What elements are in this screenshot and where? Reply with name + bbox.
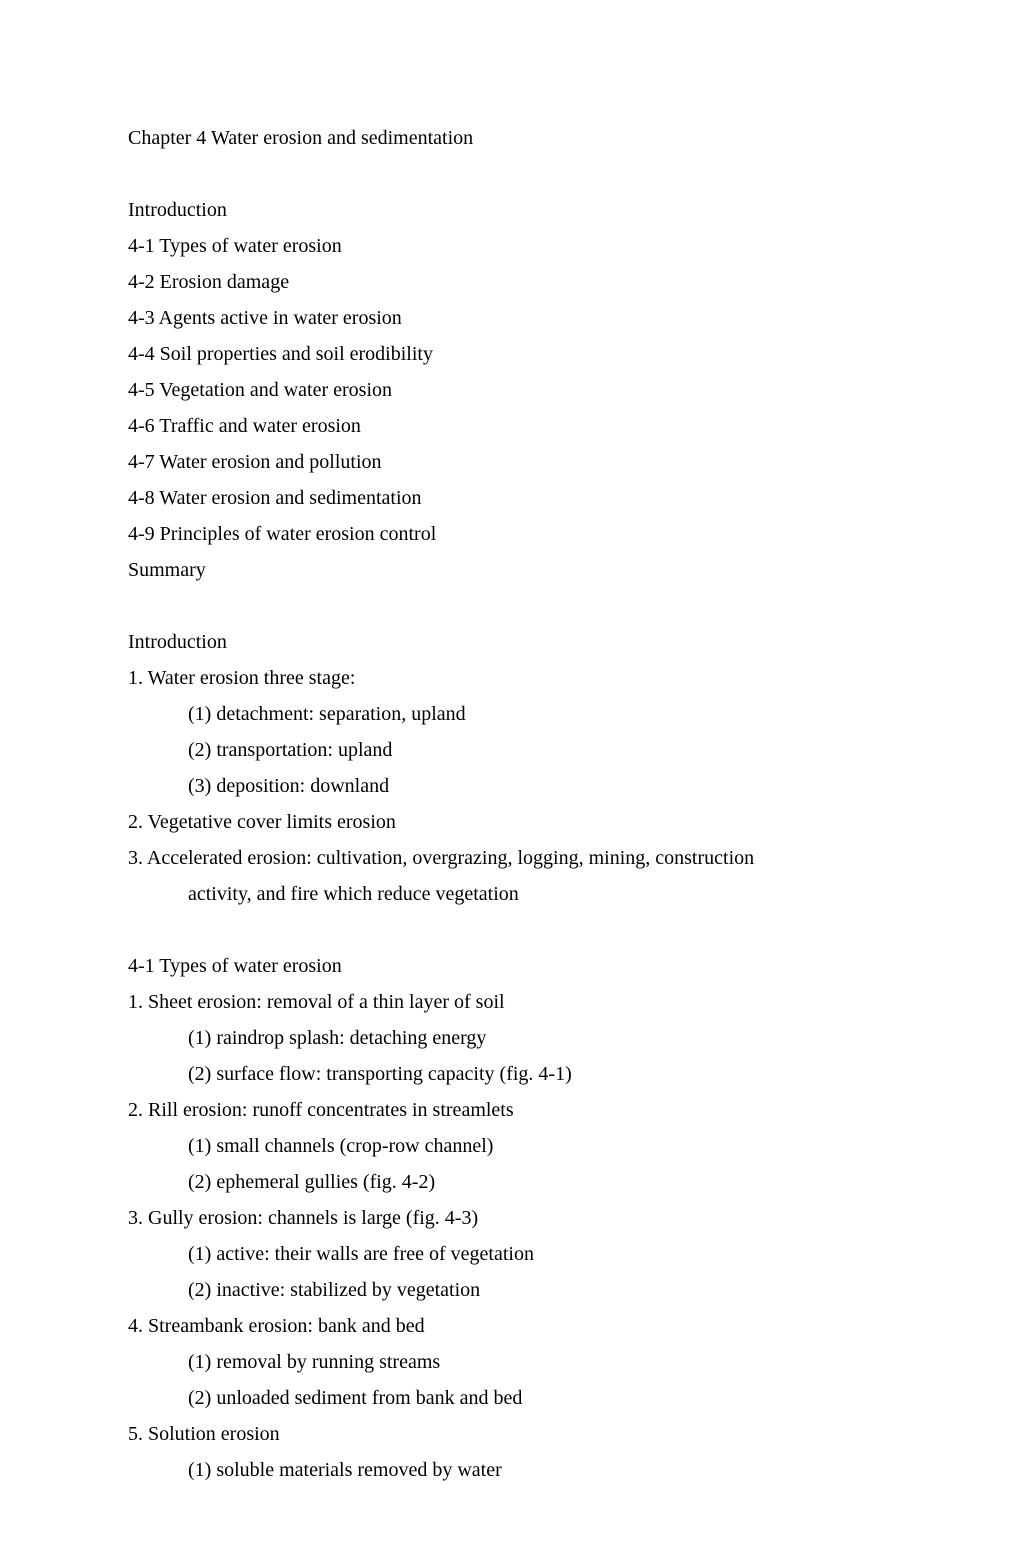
list-item: 5. Solution erosion (128, 1416, 892, 1452)
list-item: 3. Accelerated erosion: cultivation, ove… (128, 840, 892, 876)
list-subitem: (1) removal by running streams (128, 1344, 892, 1380)
toc-item: 4-6 Traffic and water erosion (128, 408, 892, 444)
list-subitem: (1) active: their walls are free of vege… (128, 1236, 892, 1272)
toc-item: 4-5 Vegetation and water erosion (128, 372, 892, 408)
list-subitem: (1) detachment: separation, upland (128, 696, 892, 732)
list-item: 2. Vegetative cover limits erosion (128, 804, 892, 840)
toc-item: 4-1 Types of water erosion (128, 228, 892, 264)
list-subitem: (1) soluble materials removed by water (128, 1452, 892, 1488)
list-subitem: (2) transportation: upland (128, 732, 892, 768)
document-page: Chapter 4 Water erosion and sedimentatio… (0, 0, 1020, 1568)
list-subitem: (2) surface flow: transporting capacity … (128, 1056, 892, 1092)
blank-line (128, 912, 892, 948)
toc-item: 4-3 Agents active in water erosion (128, 300, 892, 336)
toc-item: 4-8 Water erosion and sedimentation (128, 480, 892, 516)
list-item: 3. Gully erosion: channels is large (fig… (128, 1200, 892, 1236)
list-subitem: (2) unloaded sediment from bank and bed (128, 1380, 892, 1416)
list-subitem: (2) ephemeral gullies (fig. 4-2) (128, 1164, 892, 1200)
list-item: 2. Rill erosion: runoff concentrates in … (128, 1092, 892, 1128)
toc-item: 4-4 Soil properties and soil erodibility (128, 336, 892, 372)
section-heading: Introduction (128, 624, 892, 660)
list-item: 1. Sheet erosion: removal of a thin laye… (128, 984, 892, 1020)
list-item: 4. Streambank erosion: bank and bed (128, 1308, 892, 1344)
chapter-title: Chapter 4 Water erosion and sedimentatio… (128, 120, 892, 156)
blank-line (128, 156, 892, 192)
blank-line (128, 588, 892, 624)
toc-item: Summary (128, 552, 892, 588)
toc-item: 4-2 Erosion damage (128, 264, 892, 300)
section-heading: Introduction (128, 192, 892, 228)
list-item-continuation: activity, and fire which reduce vegetati… (128, 876, 892, 912)
list-subitem: (2) inactive: stabilized by vegetation (128, 1272, 892, 1308)
toc-item: 4-9 Principles of water erosion control (128, 516, 892, 552)
list-subitem: (3) deposition: downland (128, 768, 892, 804)
section-heading: 4-1 Types of water erosion (128, 948, 892, 984)
list-subitem: (1) small channels (crop-row channel) (128, 1128, 892, 1164)
toc-item: 4-7 Water erosion and pollution (128, 444, 892, 480)
list-item: 1. Water erosion three stage: (128, 660, 892, 696)
list-subitem: (1) raindrop splash: detaching energy (128, 1020, 892, 1056)
